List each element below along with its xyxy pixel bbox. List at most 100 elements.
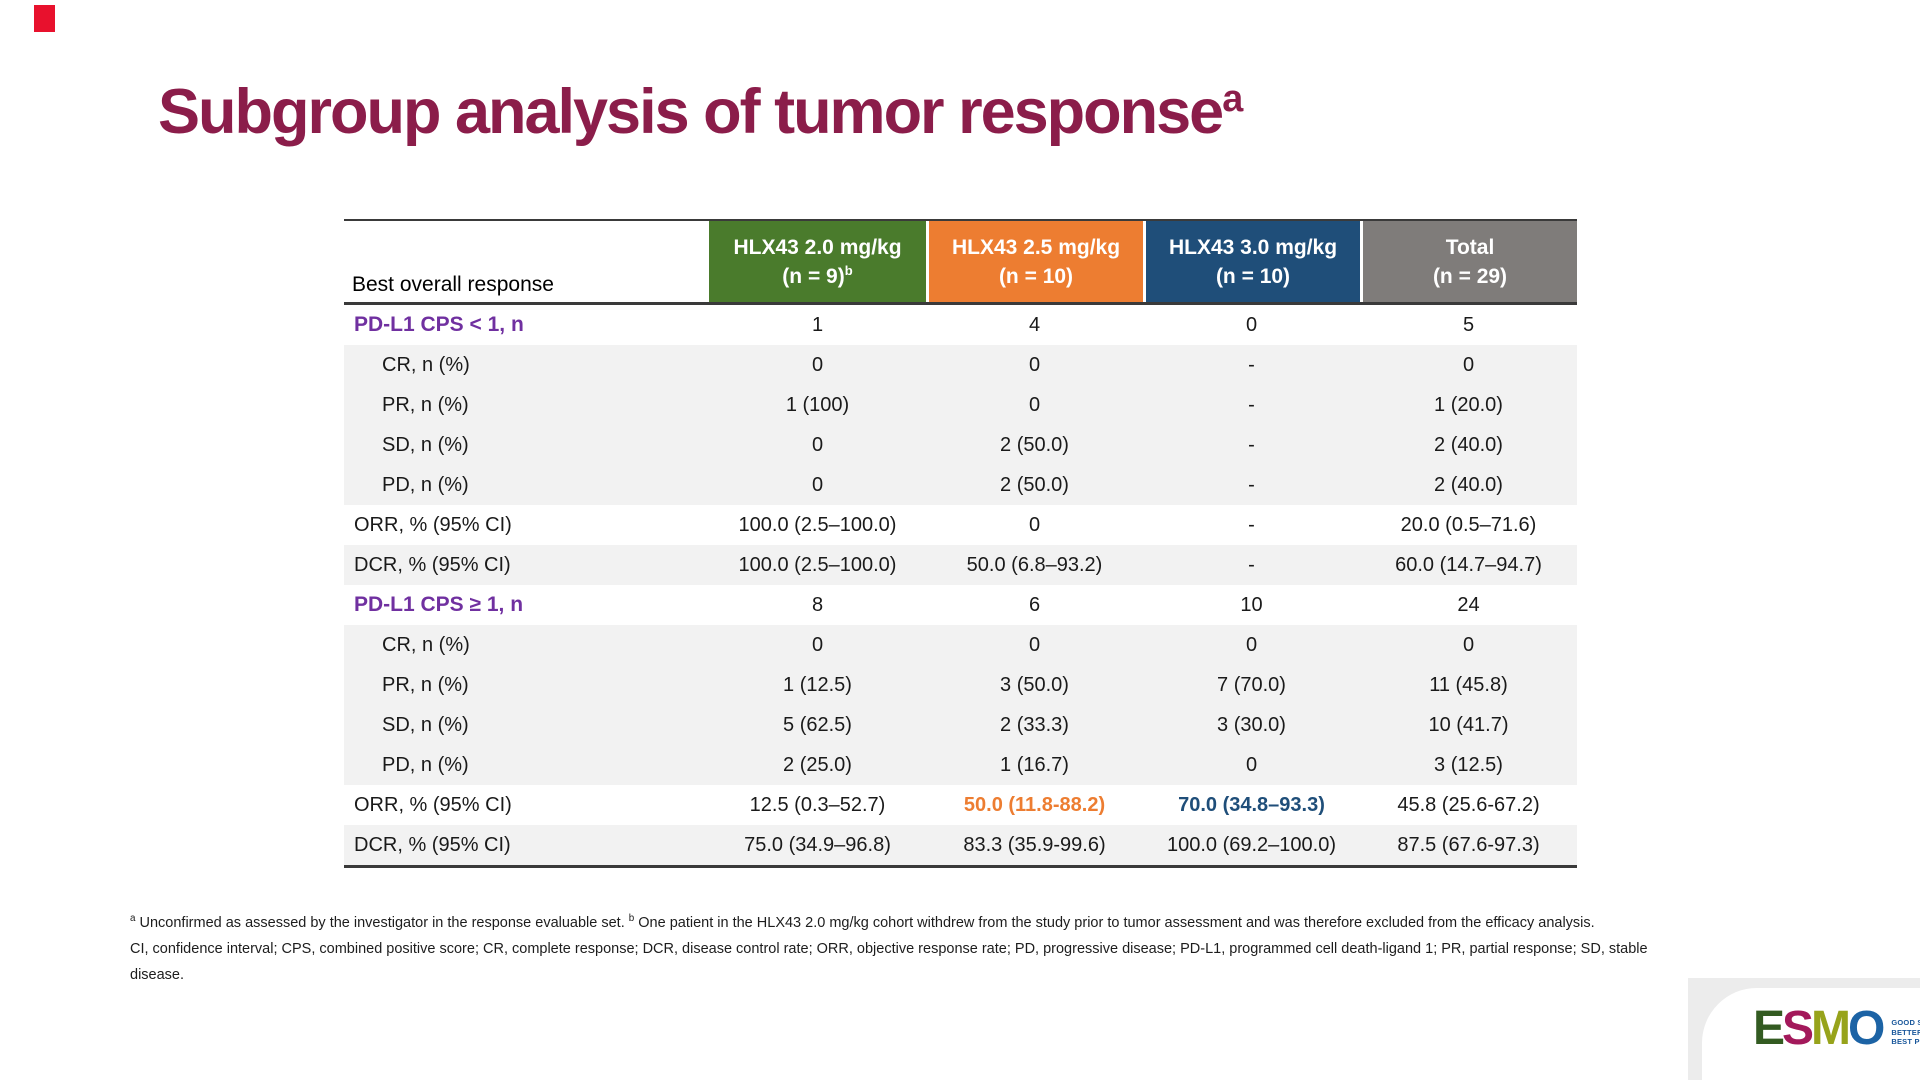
row-label: DCR, % (95% CI) — [354, 833, 511, 856]
table-cell: 2 (33.3) — [1000, 713, 1069, 736]
table-row-pr: PR, n (%) 1 (100) 0 - 1 (20.0) — [344, 385, 1577, 425]
table-row-sd: SD, n (%) 0 2 (50.0) - 2 (40.0) — [344, 425, 1577, 465]
table-cell: 24 — [1457, 593, 1480, 616]
footnote-line-1: a Unconfirmed as assessed by the investi… — [130, 910, 1690, 936]
table-cell: 100.0 (69.2–100.0) — [1166, 833, 1337, 856]
esmo-letter-m: M — [1811, 1002, 1851, 1055]
row-label: CR, n (%) — [382, 633, 470, 656]
table-cell: 20.0 (0.5–71.6) — [1400, 513, 1537, 536]
table-cell: 0 — [1028, 633, 1041, 656]
row-label: PR, n (%) — [382, 393, 469, 416]
page-title: Subgroup analysis of tumor responsea — [158, 76, 1243, 148]
esmo-tagline-line3: BEST PRACTICE — [1891, 1037, 1920, 1046]
table-row-cr: CR, n (%) 0 0 - 0 — [344, 345, 1577, 385]
column-header-hlx43-2-0: HLX43 2.0 mg/kg (n = 9)b — [709, 221, 926, 302]
table-cell: 3 (30.0) — [1217, 713, 1286, 736]
table-cell: 0 — [1028, 393, 1041, 416]
page-title-text: Subgroup analysis of tumor response — [158, 77, 1224, 147]
row-label: SD, n (%) — [382, 713, 469, 736]
table-cell: 83.3 (35.9-99.6) — [963, 833, 1106, 856]
esmo-tagline: GOOD SCIENCE BETTER MEDICINE BEST PRACTI… — [1891, 1018, 1920, 1047]
row-header-label: Best overall response — [352, 273, 554, 296]
table-cell: 0 — [811, 353, 824, 376]
table-cell: 45.8 (25.6-67.2) — [1397, 793, 1540, 816]
column-header-line1: HLX43 2.5 mg/kg — [951, 235, 1121, 259]
row-label: ORR, % (95% CI) — [354, 793, 512, 816]
table-cell: 50.0 (6.8–93.2) — [966, 553, 1103, 576]
esmo-logo-letters: ESMO — [1753, 1005, 1885, 1053]
table-cell: 2 (40.0) — [1434, 473, 1503, 496]
row-label: PD-L1 CPS ≥ 1, n — [354, 593, 524, 616]
table-cell: 2 (40.0) — [1434, 433, 1503, 456]
column-header-line1: HLX43 2.0 mg/kg — [733, 235, 902, 259]
table-cell: 87.5 (67.6-97.3) — [1397, 833, 1540, 856]
table-header-row: Best overall response HLX43 2.0 mg/kg (n… — [344, 221, 1577, 305]
table-cell-highlight-orange: 50.0 (11.8-88.2) — [963, 793, 1106, 816]
table-cell: 5 (62.5) — [783, 713, 852, 736]
table-cell: 0 — [1462, 633, 1475, 656]
table-cell: 75.0 (34.9–96.8) — [744, 833, 891, 856]
table-cell: 0 — [1028, 353, 1041, 376]
table-cell: 2 (25.0) — [783, 753, 852, 776]
esmo-letter-e: E — [1753, 1002, 1785, 1055]
table-cell: 1 (20.0) — [1434, 393, 1503, 416]
row-label: SD, n (%) — [382, 433, 469, 456]
table-cell-highlight-blue: 70.0 (34.8–93.3) — [1178, 793, 1325, 816]
table-cell: 1 (16.7) — [1000, 753, 1069, 776]
table-row-sd: SD, n (%) 5 (62.5) 2 (33.3) 3 (30.0) 10 … — [344, 705, 1577, 745]
table-cell: 1 — [811, 313, 824, 336]
table-cell: 10 — [1240, 593, 1263, 616]
table-row-dcr: DCR, % (95% CI) 100.0 (2.5–100.0) 50.0 (… — [344, 545, 1577, 585]
table-cell: - — [1248, 473, 1255, 496]
table-cell: 4 — [1028, 313, 1041, 336]
table-cell: - — [1248, 553, 1255, 576]
esmo-tagline-line2: BETTER MEDICINE — [1891, 1027, 1920, 1037]
table-row-pdl1-cps-ge1: PD-L1 CPS ≥ 1, n 8 6 10 24 — [344, 585, 1577, 625]
table-cell: 12.5 (0.3–52.7) — [749, 793, 886, 816]
table-cell: 7 (70.0) — [1217, 673, 1286, 696]
row-label: DCR, % (95% CI) — [354, 553, 511, 576]
table-cell: 8 — [811, 593, 824, 616]
table-cell: 10 (41.7) — [1428, 713, 1509, 736]
table-cell: - — [1248, 393, 1255, 416]
table-cell: 0 — [1462, 353, 1475, 376]
footnote-marker-a: a — [130, 913, 136, 925]
footnote-a-text: Unconfirmed as assessed by the investiga… — [135, 915, 629, 931]
table-cell: 3 (12.5) — [1434, 753, 1503, 776]
footnote-b-text: One patient in the HLX43 2.0 mg/kg cohor… — [634, 915, 1595, 931]
corner-card — [1702, 988, 1920, 1080]
page-title-superscript: a — [1222, 78, 1243, 120]
footnote-marker-b: b — [628, 913, 635, 925]
tumor-response-table: Best overall response HLX43 2.0 mg/kg (n… — [344, 219, 1577, 868]
esmo-logo: ESMO GOOD SCIENCE BETTER MEDICINE BEST P… — [1753, 1005, 1920, 1053]
red-corner-mark — [34, 5, 55, 32]
table-cell: 2 (50.0) — [1000, 433, 1069, 456]
table-row-orr: ORR, % (95% CI) 100.0 (2.5–100.0) 0 - 20… — [344, 505, 1577, 545]
table-cell: 1 (12.5) — [783, 673, 852, 696]
table-cell: 60.0 (14.7–94.7) — [1395, 553, 1542, 576]
table-cell: 0 — [1245, 633, 1258, 656]
column-header-hlx43-2-5: HLX43 2.5 mg/kg (n = 10) — [926, 221, 1143, 302]
table-cell: 100.0 (2.5–100.0) — [738, 513, 897, 536]
table-cell: - — [1248, 353, 1255, 376]
esmo-letter-s: S — [1782, 1002, 1814, 1055]
row-label: PD, n (%) — [382, 753, 469, 776]
table-cell: 0 — [811, 473, 824, 496]
footnotes: a Unconfirmed as assessed by the investi… — [130, 910, 1690, 988]
table-cell: 1 (100) — [785, 393, 850, 416]
table-row-cr: CR, n (%) 0 0 0 0 — [344, 625, 1577, 665]
table-cell: 6 — [1028, 593, 1041, 616]
row-label: PR, n (%) — [382, 673, 469, 696]
column-header-total: Total (n = 29) — [1360, 221, 1577, 302]
column-header-hlx43-3-0: HLX43 3.0 mg/kg (n = 10) — [1143, 221, 1360, 302]
table-row-pdl1-cps-lt1: PD-L1 CPS < 1, n 1 4 0 5 — [344, 305, 1577, 345]
table-row-dcr: DCR, % (95% CI) 75.0 (34.9–96.8) 83.3 (3… — [344, 825, 1577, 865]
esmo-letter-o: O — [1848, 1002, 1885, 1055]
column-header-line1: Total — [1445, 235, 1495, 259]
table-cell: 0 — [811, 633, 824, 656]
column-header-line2: (n = 9)b — [782, 262, 853, 288]
row-label: CR, n (%) — [382, 353, 470, 376]
column-header-line1: HLX43 3.0 mg/kg — [1168, 235, 1338, 259]
table-cell: 5 — [1462, 313, 1475, 336]
